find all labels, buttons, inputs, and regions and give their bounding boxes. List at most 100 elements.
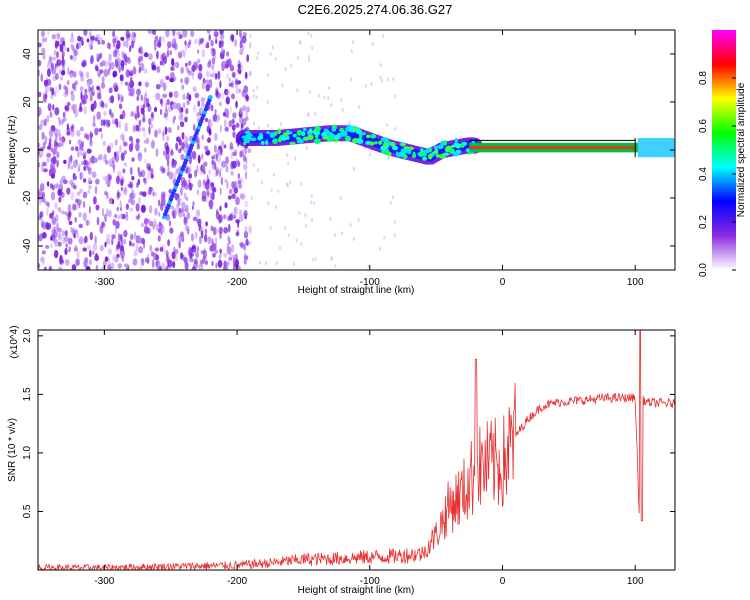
carrier-blob [369,141,375,146]
noise-dot [252,163,255,168]
noise-dot [41,232,47,239]
noise-dot [216,149,221,156]
noise-dot [230,152,234,160]
noise-dot [112,156,115,164]
noise-dot [368,152,371,157]
noise-dot [140,107,145,115]
noise-dot [133,231,137,240]
noise-dot [298,210,301,215]
noise-dot [104,256,109,262]
carrier-blob [341,131,348,137]
carrier-blob [421,152,428,157]
noise-dot [89,139,93,147]
noise-dot [46,181,50,187]
noise-dot [55,214,59,223]
noise-dot [163,249,169,255]
snr-panel: -300 -200 -100 0 100 0.5 1.0 1.5 2.0 Height of … [7,325,676,596]
noise-dot [135,215,140,220]
noise-dot [185,107,189,115]
noise-dot [256,55,259,60]
noise-dot [79,143,83,150]
noise-dot [257,51,260,56]
noise-dot [171,158,175,165]
noise-dot [102,119,106,127]
noise-dot [177,201,181,206]
carrier-blob [266,131,271,135]
noise-dot [39,182,45,192]
noise-dot [139,62,145,72]
noise-dot [110,262,115,269]
noise-dot [119,94,124,103]
noise-dot [218,226,223,235]
noise-dot [129,207,134,212]
carrier-blob [387,151,392,157]
noise-dot [84,88,88,95]
noise-dot [117,263,123,269]
noise-dot [284,226,286,231]
noise-dot [275,261,278,266]
noise-dot [188,94,192,102]
noise-dot [83,106,88,115]
noise-dot [41,250,46,255]
noise-dot [166,50,170,58]
noise-dot [113,39,116,48]
noise-dot [188,60,192,66]
noise-dot [84,257,89,264]
noise-dot [114,139,118,146]
noise-dot [205,70,210,78]
diagonal-trace-dot [208,95,213,100]
noise-dot [171,210,176,218]
noise-dot [313,201,316,206]
noise-dot [198,263,204,270]
noise-dot [328,86,330,90]
noise-dot [148,220,154,227]
noise-dot [96,33,100,39]
noise-dot [165,113,169,121]
noise-dot [184,204,189,213]
noise-dot [112,30,115,38]
noise-dot [258,260,261,265]
carrier-blob [265,139,269,145]
noise-dot [286,153,289,158]
noise-dot [157,199,161,207]
noise-dot [223,260,227,269]
noise-dot [78,223,84,229]
noise-dot [224,107,229,115]
noise-dot [131,40,135,49]
noise-dot [175,168,179,174]
noise-dot [106,42,110,49]
snr-frame [37,329,676,571]
noise-dot [228,256,233,261]
noise-dot [38,59,42,67]
noise-dot [134,110,138,116]
noise-dot [235,219,241,224]
noise-dot [173,171,177,179]
noise-dot [186,212,191,220]
noise-dot [310,194,313,198]
noise-dot [115,43,121,50]
noise-dot [382,34,385,38]
noise-dot [165,103,168,111]
noise-dot [89,132,93,138]
noise-dot [205,221,209,227]
noise-dot [69,156,73,165]
noise-dot [256,85,259,90]
noise-dot [227,223,231,233]
noise-dot [165,145,170,155]
noise-dot [138,119,142,127]
noise-dot [221,160,227,168]
noise-dot [88,157,92,166]
noise-dot [171,40,177,48]
noise-dot [169,205,175,210]
noise-dot [93,114,96,124]
noise-dot [233,257,236,267]
noise-dot [57,142,63,148]
noise-dot [154,129,158,138]
noise-dot [109,142,114,149]
noise-dot [101,221,105,227]
noise-dot [223,214,227,220]
noise-dot [57,116,60,121]
noise-dot [184,40,187,46]
noise-dot [138,69,141,74]
noise-dot [148,117,152,126]
